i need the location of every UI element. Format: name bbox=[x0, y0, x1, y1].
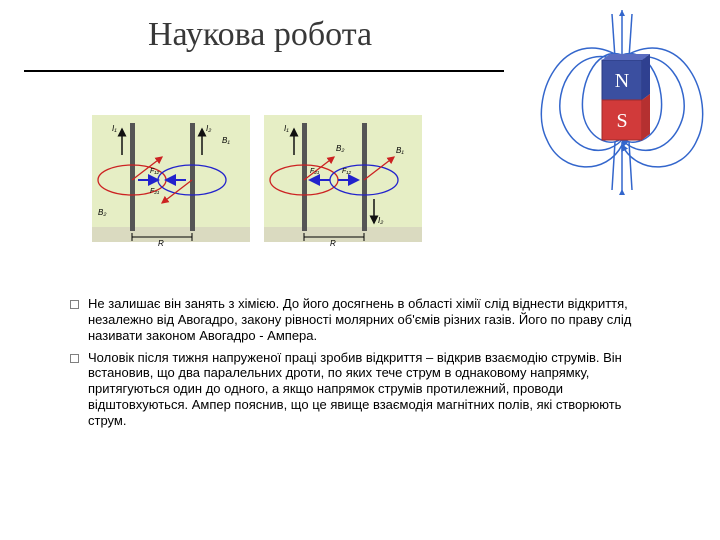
parallel-wires-figure: I₁ I₂ B₁ B₂ F₁₂ F₂₁ R bbox=[92, 115, 422, 250]
label-B1-left: B₁ bbox=[222, 136, 230, 145]
label-R-right: R bbox=[330, 239, 336, 248]
label-I2-right: I₂ bbox=[378, 216, 383, 225]
magnet-body: N S bbox=[602, 54, 650, 140]
label-F21-right: F₂₁ bbox=[310, 168, 320, 175]
label-R-left: R bbox=[158, 239, 164, 248]
label-I2-left: I₂ bbox=[206, 124, 211, 133]
bullet-list: Не залишає він занять з хімією. До його … bbox=[70, 296, 660, 435]
list-item: Чоловік після тижня напруженої праці зро… bbox=[70, 350, 660, 429]
bullet-text: Чоловік після тижня напруженої праці зро… bbox=[88, 350, 622, 428]
label-I1-left: I₁ bbox=[112, 124, 117, 133]
label-F12-left: F₁₂ bbox=[150, 168, 159, 175]
magnet-N-label: N bbox=[615, 70, 629, 92]
wires-svg: I₁ I₂ B₁ B₂ F₁₂ F₂₁ R bbox=[92, 115, 422, 250]
list-item: Не залишає він занять з хімією. До його … bbox=[70, 296, 660, 344]
label-F12-right: F₁₂ bbox=[342, 168, 351, 175]
bullet-text: Не залишає він занять з хімією. До його … bbox=[88, 296, 631, 343]
label-I1-right: I₁ bbox=[284, 124, 289, 133]
label-B2-right: B₂ bbox=[336, 144, 344, 153]
bullet-square-icon bbox=[70, 300, 79, 309]
bar-magnet-figure: N S bbox=[532, 0, 712, 200]
magnet-svg: N S bbox=[532, 0, 712, 200]
label-B2-left: B₂ bbox=[98, 208, 106, 217]
label-B1-right: B₁ bbox=[396, 146, 404, 155]
bullet-square-icon bbox=[70, 354, 79, 363]
page-title: Наукова робота bbox=[0, 16, 520, 54]
magnet-S-label: S bbox=[616, 110, 627, 132]
title-rule bbox=[24, 70, 504, 72]
wires-left-panel: I₁ I₂ B₁ B₂ F₁₂ F₂₁ R bbox=[92, 115, 250, 248]
wires-right-panel: I₁ I₂ B₁ B₂ F₂₁ F₁₂ R bbox=[264, 115, 422, 248]
label-F21-left: F₂₁ bbox=[150, 188, 160, 195]
slide: Наукова робота bbox=[0, 0, 720, 540]
